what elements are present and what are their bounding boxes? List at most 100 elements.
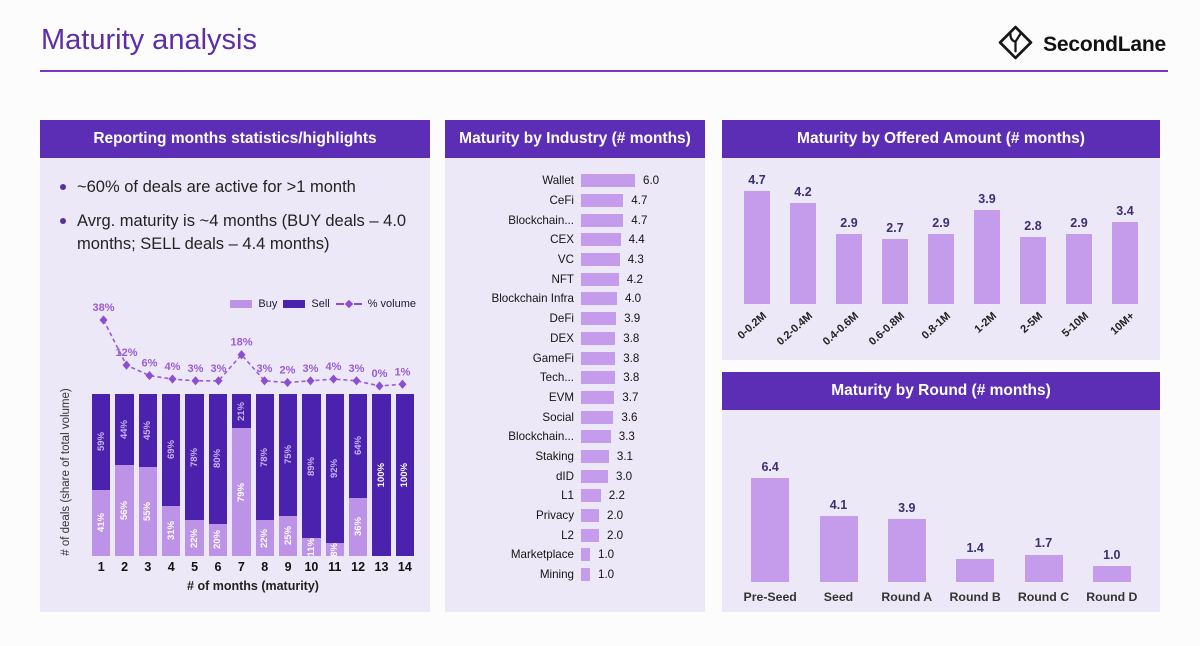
- x-tick-label: 1: [97, 560, 105, 574]
- volume-value-label: 4%: [326, 361, 342, 373]
- industry-value: 3.6: [621, 410, 638, 424]
- volume-marker: [398, 379, 407, 389]
- bar-segment-sell: 21%: [232, 394, 251, 429]
- volume-value-label: 3%: [349, 363, 365, 375]
- stacked-bar: 69% 31%: [162, 394, 181, 556]
- bar: [1112, 222, 1138, 304]
- page-title: Maturity analysis: [41, 24, 257, 56]
- x-tick-label: Round B: [949, 590, 1001, 604]
- volume-marker: [375, 381, 384, 391]
- industry-bar: [581, 351, 616, 365]
- bar-value-label: 2.9: [840, 216, 858, 231]
- bar-label-sell: 45%: [142, 420, 154, 440]
- industry-value: 2.0: [607, 528, 624, 542]
- bar-label-sell: 92%: [329, 459, 341, 479]
- industry-row: dID 3.0: [455, 466, 697, 486]
- bar-segment-buy: 11%: [302, 538, 321, 556]
- volume-marker: [191, 376, 200, 386]
- volume-value-label: 1%: [395, 366, 411, 378]
- x-tick-label: 0.8-1M: [919, 310, 954, 342]
- industry-bar: [581, 449, 609, 463]
- volume-value-label: 38%: [92, 302, 114, 314]
- bar: [887, 518, 926, 582]
- bar-value-label: 4.1: [829, 497, 848, 512]
- bar-label-buy: 79%: [235, 482, 247, 502]
- bar-segment-sell: 92%: [325, 394, 344, 544]
- bar-segment-sell: 64%: [348, 394, 368, 498]
- industry-bar: [581, 489, 601, 503]
- x-tick-label: Seed: [823, 590, 854, 604]
- title-divider: [40, 70, 1168, 72]
- brand-logo: SecondLane: [997, 24, 1166, 66]
- industry-row: Marketplace 1.0: [455, 545, 697, 565]
- volume-value-label: 3%: [188, 363, 204, 375]
- bullet-text: ~60% of deals are active for >1 month: [77, 178, 356, 196]
- bullet-text: Avrg. maturity is ~4 months (BUY deals –…: [77, 211, 407, 253]
- bar-segment-sell: 59%: [92, 394, 111, 490]
- industry-row: Blockchain... 3.3: [455, 427, 697, 447]
- industry-label: Blockchain Infra: [491, 292, 575, 306]
- bar-segment-sell: 44%: [115, 394, 134, 466]
- industry-value: 4.7: [631, 213, 648, 227]
- volume-value-label: 3%: [303, 363, 319, 375]
- bar-segment-sell: 78%: [185, 394, 204, 521]
- industry-bar: [581, 174, 635, 188]
- bar: [751, 478, 790, 582]
- industry-row: Blockchain Infra 4.0: [455, 289, 697, 309]
- chart-legend: Buy Sell % volume: [230, 298, 416, 310]
- industry-bar: [581, 292, 617, 306]
- x-tick-label: 10: [304, 560, 319, 574]
- industry-row: DEX 3.8: [455, 329, 697, 349]
- industry-label: L1: [561, 489, 574, 503]
- industry-label: Social: [542, 410, 574, 424]
- volume-value-label: 3%: [257, 363, 273, 375]
- bar-label-sell: 78%: [259, 447, 271, 467]
- industry-row: Privacy 2.0: [455, 506, 697, 526]
- x-tick-label: 0-0.2M: [735, 310, 770, 342]
- industry-row: Staking 3.1: [455, 447, 697, 467]
- bar-value-label: 1.0: [1103, 547, 1121, 562]
- bar-value-label: 2.7: [886, 221, 904, 236]
- stacked-bar: 89% 11%: [302, 394, 321, 556]
- bar-label-buy: 20%: [212, 530, 224, 550]
- industry-label: CeFi: [549, 194, 574, 208]
- industry-label: Staking: [535, 449, 574, 463]
- industry-label: CEX: [550, 233, 574, 247]
- x-tick-label: 11: [328, 560, 342, 574]
- bar-value-label: 3.9: [898, 500, 916, 515]
- industry-bar: [581, 430, 611, 444]
- x-tick-label: Round C: [1017, 590, 1070, 604]
- industry-label: NFT: [551, 272, 574, 286]
- x-tick-label: 0.2-0.4M: [774, 310, 816, 348]
- panel-highlights-body: ~60% of deals are active for >1 month Av…: [40, 158, 430, 612]
- industry-value: 3.0: [616, 469, 633, 483]
- legend-volume-line-icon: [335, 299, 362, 309]
- industry-row: Tech... 3.8: [455, 368, 697, 388]
- bar-value-label: 2.9: [932, 216, 950, 231]
- industry-row: L1 2.2: [455, 486, 697, 506]
- stacked-bar: 80% 20%: [208, 394, 228, 556]
- bar-label-sell: 44%: [119, 420, 131, 440]
- stacked-bar: 92% 8%: [325, 394, 344, 556]
- bar-segment-buy: 25%: [278, 515, 298, 556]
- bar-label-sell: 59%: [95, 432, 107, 452]
- industry-value: 3.7: [622, 390, 639, 404]
- legend-volume-label: % volume: [367, 298, 416, 310]
- industry-value: 3.9: [624, 312, 641, 326]
- industry-label: DEX: [550, 331, 574, 345]
- bar-segment-sell: 78%: [255, 394, 274, 521]
- industry-bar: [581, 528, 599, 542]
- bar-value-label: 2.9: [1070, 216, 1088, 231]
- industry-bar: [581, 272, 619, 286]
- bar-label-sell: 89%: [305, 456, 317, 476]
- x-tick-label: 4: [167, 560, 175, 574]
- industry-label: DeFi: [549, 312, 574, 326]
- industry-value: 4.3: [627, 253, 644, 267]
- bar: [744, 191, 770, 304]
- stacked-bar: 64% 36%: [348, 394, 368, 556]
- bar-value-label: 1.7: [1034, 536, 1053, 551]
- industry-row: Blockchain... 4.7: [455, 210, 697, 230]
- bar-value-label: 6.4: [761, 460, 779, 475]
- panel-offered-amount: Maturity by Offered Amount (# months) 4.…: [722, 120, 1160, 360]
- stacked-chart: Buy Sell % volume 38% 12% 6% 4% 3% 3% 18% 3% 2% 3…: [56, 298, 418, 598]
